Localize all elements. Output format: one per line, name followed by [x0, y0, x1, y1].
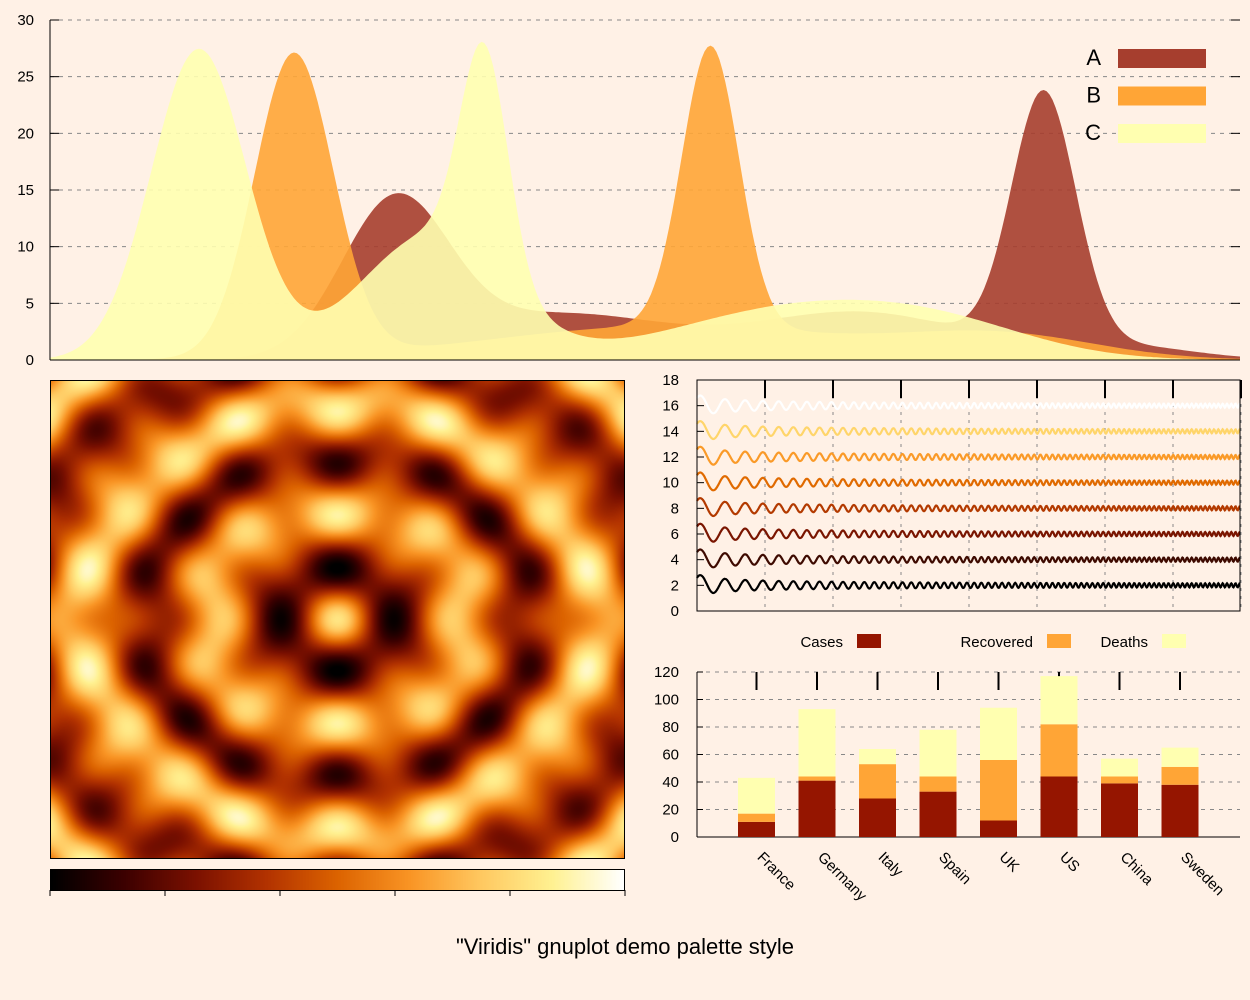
- y-tick-label: 8: [671, 500, 679, 517]
- y-tick-label: 120: [654, 664, 679, 681]
- legend-swatch-Recovered: [1047, 634, 1071, 648]
- bar-Cases-US: [1040, 776, 1078, 837]
- legend-label-C: C: [1085, 120, 1101, 145]
- figure-footer-title: "Viridis" gnuplot demo palette style: [455, 934, 795, 959]
- x-tick-label: Spain: [935, 849, 974, 888]
- y-tick-label: 80: [662, 719, 679, 736]
- bar-Recovered-Germany: [798, 776, 836, 781]
- wave-line: [696, 394, 1241, 415]
- y-tick-label: 6: [671, 526, 679, 543]
- y-tick-label: 10: [17, 239, 34, 256]
- bar-Cases-Italy: [859, 798, 896, 837]
- legend-label-Recovered: Recovered: [960, 634, 1033, 651]
- bar-Deaths-Germany: [798, 709, 836, 777]
- wave-line: [696, 445, 1241, 466]
- colorbar: [50, 869, 625, 891]
- bar-Recovered-UK: [980, 760, 1017, 821]
- legend-swatch-C: [1118, 124, 1206, 143]
- y-tick-label: 2: [671, 577, 679, 594]
- legend-label-B: B: [1086, 83, 1101, 108]
- bar-Cases-Sweden: [1161, 784, 1199, 837]
- legend-label-Cases: Cases: [800, 634, 843, 651]
- legend-swatch-A: [1118, 49, 1206, 68]
- series-C-area: [50, 41, 1240, 361]
- y-tick-label: 0: [671, 603, 679, 620]
- y-tick-label: 25: [17, 69, 34, 86]
- bar-Deaths-Sweden: [1161, 747, 1199, 767]
- interference-heatmap: [50, 380, 625, 859]
- x-tick-label: Italy: [875, 849, 907, 881]
- wave-line: [696, 522, 1241, 543]
- wave-line: [696, 497, 1241, 518]
- bar-Deaths-China: [1101, 758, 1138, 777]
- bar-Cases-UK: [980, 820, 1017, 837]
- y-tick-label: 10: [662, 475, 679, 492]
- colorbar-gradient: [51, 870, 624, 890]
- y-tick-label: 40: [662, 774, 679, 791]
- colorbar-ticks: [49, 890, 626, 896]
- y-tick-label: 20: [662, 802, 679, 819]
- bar-Recovered-France: [738, 813, 775, 822]
- heatmap-image: [51, 381, 624, 858]
- y-tick-label: 12: [662, 449, 679, 466]
- bar-Deaths-France: [738, 777, 775, 814]
- wave-line: [696, 471, 1241, 492]
- bar-Recovered-Spain: [919, 776, 957, 792]
- bar-Cases-China: [1101, 783, 1138, 837]
- y-tick-label: 15: [17, 182, 34, 199]
- x-tick-label: UK: [996, 849, 1023, 876]
- y-tick-label: 16: [662, 398, 679, 415]
- bar-Recovered-China: [1101, 776, 1138, 784]
- y-tick-label: 0: [26, 352, 34, 369]
- bar-Recovered-Italy: [859, 764, 896, 799]
- y-tick-label: 5: [26, 295, 34, 312]
- x-tick-label: China: [1117, 849, 1157, 889]
- x-tick-label: France: [754, 849, 799, 894]
- damped-wave-chart: 0 2 4 6 8 10 12 14 16 18: [662, 372, 1242, 620]
- bar-Recovered-Sweden: [1161, 766, 1199, 785]
- plot-frame: [696, 379, 1241, 612]
- bar-Cases-France: [738, 821, 775, 837]
- bar-Deaths-UK: [980, 707, 1017, 760]
- y-tick-label: 30: [17, 12, 34, 29]
- wave-line: [696, 548, 1241, 569]
- y-tick-label: 14: [662, 423, 679, 440]
- bar-Recovered-US: [1040, 724, 1078, 777]
- y-tick-label: 60: [662, 747, 679, 764]
- series-B-area: [50, 45, 1240, 360]
- wave-line: [696, 420, 1241, 441]
- legend-swatch-Deaths: [1162, 634, 1186, 648]
- y-tick-label: 4: [671, 552, 679, 569]
- bar-Deaths-Italy: [859, 749, 896, 765]
- density-area-chart: 0 5 10 15 20 25 30 ABC: [17, 12, 1240, 369]
- bar-Cases-Germany: [798, 780, 836, 837]
- y-tick-label: 100: [654, 692, 679, 709]
- legend-label-A: A: [1086, 45, 1101, 70]
- legend-swatch-B: [1118, 86, 1206, 106]
- y-tick-label: 0: [671, 829, 679, 846]
- y-tick-label: 18: [662, 372, 679, 389]
- bar-Deaths-US: [1040, 676, 1078, 725]
- bar-Deaths-Spain: [919, 729, 957, 777]
- legend-label-Deaths: Deaths: [1100, 634, 1148, 651]
- x-tick-label: US: [1056, 849, 1083, 876]
- y-tick-label: 20: [17, 125, 34, 142]
- bar-Cases-Spain: [919, 791, 957, 837]
- legend-swatch-Cases: [857, 634, 881, 648]
- wave-line: [696, 574, 1241, 595]
